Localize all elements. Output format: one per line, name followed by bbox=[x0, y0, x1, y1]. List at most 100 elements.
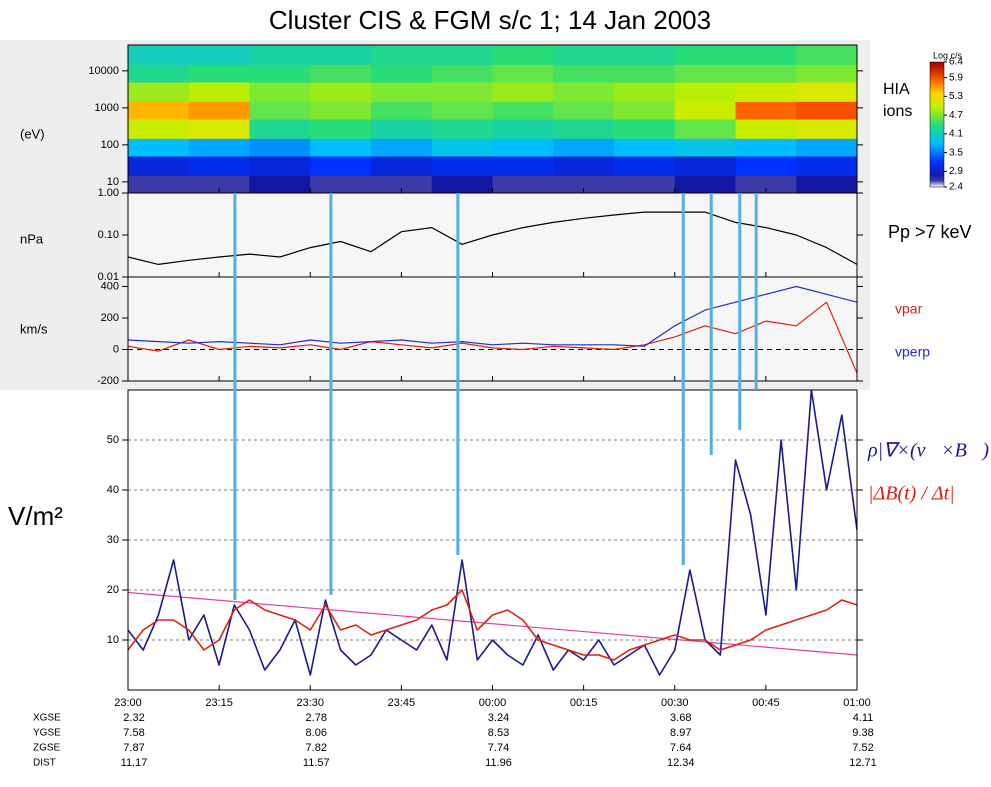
heatmap-cell bbox=[736, 101, 797, 119]
y-tick-label: 1000 bbox=[95, 102, 119, 114]
heatmap-cell bbox=[128, 64, 189, 82]
heatmap-cell bbox=[310, 175, 371, 193]
ephemeris-value: 7.64 bbox=[670, 742, 691, 754]
heatmap-cell bbox=[189, 101, 250, 119]
heatmap-cell bbox=[310, 156, 371, 176]
ephemeris-value: 7.87 bbox=[123, 742, 144, 754]
y-tick-label: 200 bbox=[101, 312, 119, 324]
heatmap-cell bbox=[614, 175, 675, 193]
heatmap-cell bbox=[796, 64, 857, 82]
heatmap-cell bbox=[310, 101, 371, 119]
colorbar-tick-label: 2.4 bbox=[949, 182, 963, 193]
ephemeris-value: 11.57 bbox=[303, 757, 330, 769]
heatmap-cell bbox=[128, 175, 189, 193]
heatmap-cell bbox=[250, 138, 311, 156]
heatmap-cell bbox=[493, 138, 554, 156]
heatmap-cell bbox=[675, 119, 736, 139]
annotation: HIA bbox=[883, 81, 910, 98]
heatmap-cell bbox=[796, 101, 857, 119]
heatmap-cell bbox=[493, 82, 554, 102]
legend-entry: ρ|∇×(v⃗×B⃗)| bbox=[867, 440, 991, 462]
panel-plot bbox=[128, 45, 858, 194]
heatmap-cell bbox=[250, 156, 311, 176]
ephemeris-value: 2.32 bbox=[123, 712, 144, 724]
heatmap-cell bbox=[675, 101, 736, 119]
heatmap-cell bbox=[493, 101, 554, 119]
heatmap-cell bbox=[493, 45, 554, 65]
ephemeris-label: XGSE bbox=[33, 713, 61, 724]
heatmap-cell bbox=[371, 45, 432, 65]
heatmap-cell bbox=[310, 82, 371, 102]
heatmap-cell bbox=[553, 82, 614, 102]
heatmap-cell bbox=[128, 156, 189, 176]
heatmap-cell bbox=[736, 45, 797, 65]
y-tick-label: 40 bbox=[107, 484, 119, 496]
ephemeris-value: 11.96 bbox=[485, 757, 512, 769]
y-tick-label: 20 bbox=[107, 584, 119, 596]
heatmap-cell bbox=[553, 45, 614, 65]
heatmap-cell bbox=[432, 45, 493, 65]
heatmap-cell bbox=[796, 175, 857, 193]
heatmap-cell bbox=[310, 64, 371, 82]
heatmap-cell bbox=[432, 101, 493, 119]
x-tick-label: 23:00 bbox=[114, 697, 142, 709]
annotation: Pp >7 keV bbox=[888, 222, 972, 242]
x-tick-label: 23:15 bbox=[205, 697, 233, 709]
heatmap-cell bbox=[614, 119, 675, 139]
heatmap-cell bbox=[189, 82, 250, 102]
heatmap-cell bbox=[796, 45, 857, 65]
colorbar bbox=[930, 62, 944, 187]
heatmap-cell bbox=[553, 138, 614, 156]
heatmap-cell bbox=[553, 64, 614, 82]
heatmap-cell bbox=[736, 64, 797, 82]
colorbar-tick-label: 5.3 bbox=[949, 91, 963, 102]
legend-entry: vperp bbox=[895, 344, 930, 360]
heatmap-cell bbox=[736, 119, 797, 139]
heatmap-cell bbox=[371, 64, 432, 82]
y-tick-label: 0 bbox=[113, 343, 119, 355]
heatmap-cell bbox=[675, 156, 736, 176]
heatmap-cell bbox=[250, 101, 311, 119]
heatmap-cell bbox=[371, 82, 432, 102]
heatmap-cell bbox=[128, 119, 189, 139]
x-tick-label: 00:30 bbox=[661, 697, 689, 709]
heatmap-cell bbox=[189, 138, 250, 156]
x-tick-label: 23:30 bbox=[296, 697, 324, 709]
colorbar-tick-label: 4.1 bbox=[949, 129, 963, 140]
ephemeris-value: 12.71 bbox=[849, 757, 877, 769]
colorbar-tick-label: 2.9 bbox=[949, 166, 963, 177]
colorbar-tick-label: 3.5 bbox=[949, 147, 963, 158]
ephemeris-value: 2.78 bbox=[306, 712, 327, 724]
legend-entry: |ΔB(t) / Δt| bbox=[868, 483, 955, 505]
y-axis-label: V/m² bbox=[8, 501, 63, 531]
page: Cluster CIS & FGM s/c 1; 14 Jan 2003 Log… bbox=[0, 0, 991, 787]
ephemeris-label: YGSE bbox=[33, 728, 61, 739]
heatmap-cell bbox=[675, 82, 736, 102]
heatmap-cell bbox=[189, 45, 250, 65]
heatmap-cell bbox=[736, 138, 797, 156]
heatmap-cell bbox=[736, 156, 797, 176]
colorbar-tick-label: 5.9 bbox=[949, 72, 963, 83]
heatmap-cell bbox=[614, 138, 675, 156]
x-tick-label: 00:15 bbox=[570, 697, 598, 709]
heatmap-cell bbox=[614, 64, 675, 82]
heatmap-cell bbox=[553, 101, 614, 119]
heatmap-cell bbox=[432, 119, 493, 139]
ephemeris-value: 7.58 bbox=[123, 727, 144, 739]
ephemeris-value: 7.52 bbox=[852, 742, 873, 754]
heatmap-cell bbox=[796, 119, 857, 139]
heatmap-cell bbox=[432, 156, 493, 176]
ephemeris-value: 7.82 bbox=[306, 742, 327, 754]
heatmap-cell bbox=[310, 138, 371, 156]
ephemeris-value: 4.11 bbox=[853, 712, 874, 724]
heatmap-cell bbox=[432, 64, 493, 82]
heatmap-cell bbox=[736, 82, 797, 102]
heatmap-cell bbox=[371, 119, 432, 139]
heatmap-cell bbox=[432, 175, 493, 193]
colorbar-tick-label: 6.4 bbox=[949, 57, 963, 68]
ephemeris-value: 8.97 bbox=[670, 727, 691, 739]
y-tick-label: -200 bbox=[97, 375, 119, 387]
ephemeris-value: 12.34 bbox=[667, 757, 695, 769]
heatmap-cell bbox=[128, 82, 189, 102]
heatmap-cell bbox=[371, 101, 432, 119]
